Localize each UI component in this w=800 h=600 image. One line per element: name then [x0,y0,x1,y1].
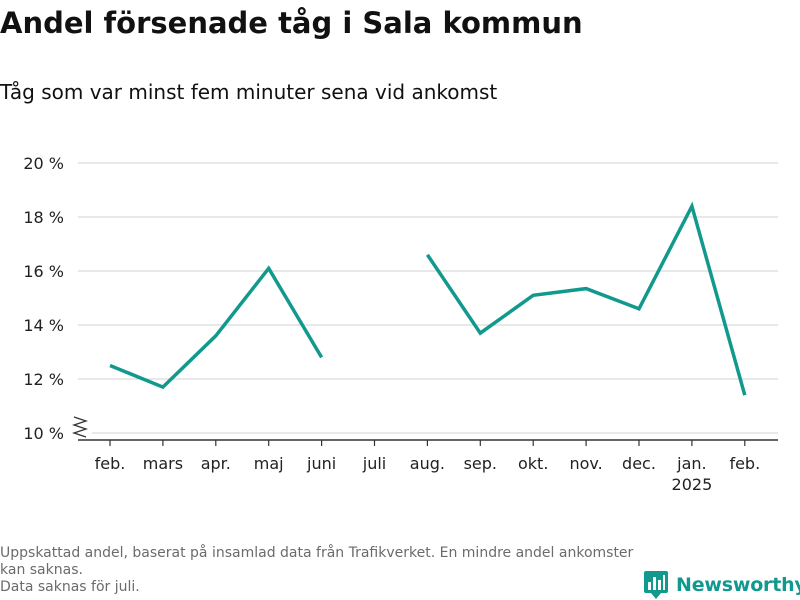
footnote-line-1: Uppskattad andel, baserat på insamlad da… [0,545,634,578]
x-tick-label: feb. [95,454,126,473]
x-tick-label: sep. [464,454,497,473]
x-tick-label: juni [306,454,336,473]
line-chart: 10 % 12 % 14 % 16 % 18 % 20 % feb. mars apr. maj j… [23,154,778,494]
y-tick-label: 10 % [23,424,64,443]
footnote-line-2: Data saknas för juli. [0,579,140,595]
x-tick-label: mars [143,454,183,473]
chart-subtitle: Tåg som var minst fem minuter sena vid a… [0,80,498,104]
axis-break-icon [71,416,89,438]
y-tick-label: 16 % [23,262,64,281]
bar-chart-logo-icon [644,571,668,599]
newsworthy-logo[interactable]: Newsworthy [644,570,800,600]
x-tick-label: jan. [676,454,706,473]
series-line [425,201,747,396]
y-tick-label: 20 % [23,154,64,173]
x-tick-label: dec. [622,454,656,473]
x-tick-label: nov. [569,454,602,473]
x-tick-label: apr. [201,454,231,473]
brand-name: Newsworthy [676,574,800,596]
chart-title: Andel försenade tåg i Sala kommun [0,6,583,40]
x-tick-label: aug. [410,454,445,473]
x-year-label: 2025 [672,475,713,494]
x-tick-label: feb. [729,454,760,473]
footnote: Uppskattad andel, baserat på insamlad da… [0,545,640,596]
series-line [109,265,324,390]
x-tick-label: okt. [518,454,548,473]
y-tick-label: 18 % [23,208,64,227]
x-tick-label: juli [362,454,386,473]
y-tick-label: 14 % [23,316,64,335]
x-tick-label: maj [254,454,284,473]
y-tick-label: 12 % [23,370,64,389]
